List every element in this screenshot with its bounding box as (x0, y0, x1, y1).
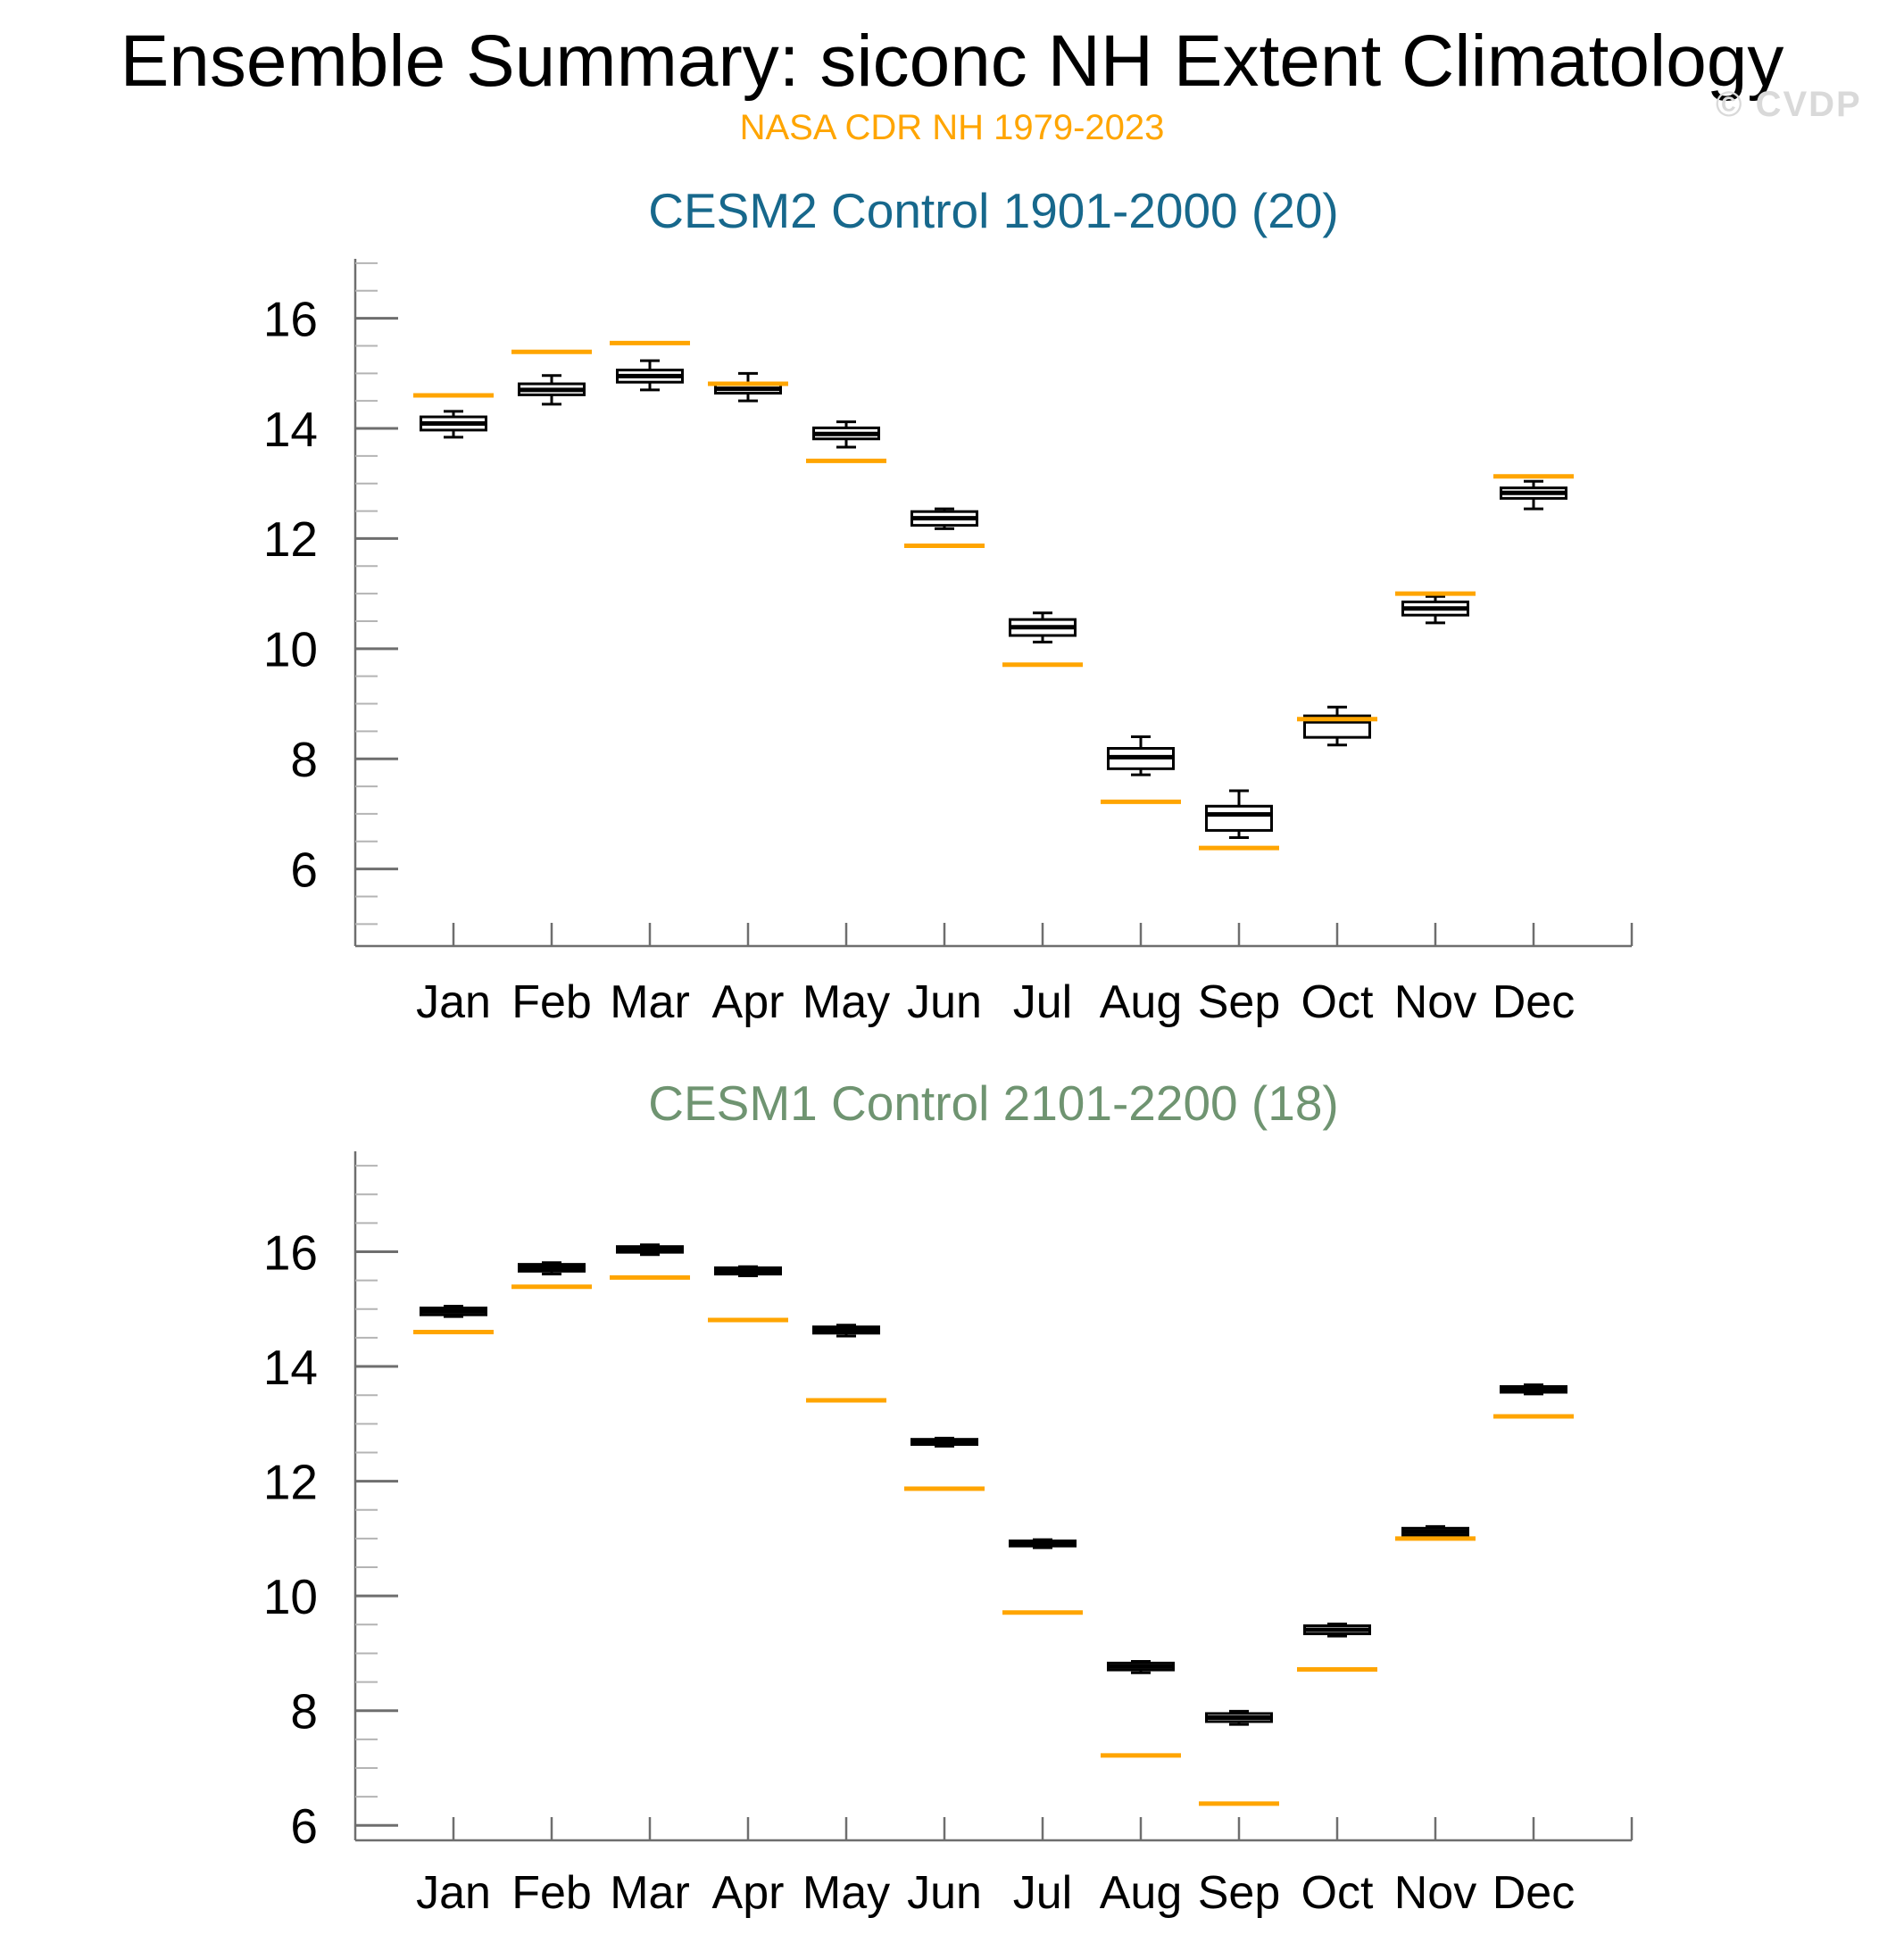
boxplot-nov-panel1 (1401, 594, 1469, 625)
x-tick-label-dec: Dec (1492, 976, 1575, 1028)
boxplot-sep-panel1 (1205, 789, 1273, 839)
x-tick-label-apr: Apr (712, 976, 785, 1028)
x-tick-label-feb: Feb (511, 1867, 592, 1919)
x-tick-label-nov: Nov (1394, 1867, 1476, 1919)
boxplot-jun-panel2 (910, 1436, 978, 1448)
x-tick-label-jul: Jul (1013, 976, 1072, 1028)
boxplot-jan-panel1 (420, 410, 487, 439)
obs-dataset-subtitle: NASA CDR NH 1979-2023 (739, 108, 1165, 147)
y-tick-label-16: 16 (263, 291, 318, 346)
panel-title-cesm1-control: CESM1 Control 2101-2200 (18) (648, 1075, 1339, 1131)
y-tick-label-12: 12 (263, 1454, 318, 1509)
y-tick-label-6: 6 (290, 1798, 318, 1854)
boxplot-nov-panel2 (1401, 1524, 1469, 1540)
boxplot-may-panel2 (812, 1324, 880, 1338)
boxplot-mar-panel1 (616, 359, 684, 392)
x-tick-label-mar: Mar (610, 976, 690, 1028)
x-tick-label-jun: Jun (907, 976, 982, 1028)
x-tick-label-jan: Jan (416, 1867, 491, 1919)
figure-title: Ensemble Summary: siconc NH Extent Clima… (120, 21, 1784, 102)
y-tick-label-16: 16 (263, 1225, 318, 1280)
panel-title-cesm2-control: CESM2 Control 1901-2000 (20) (648, 183, 1339, 238)
boxplot-apr-panel2 (714, 1265, 782, 1277)
iqr-box (1205, 804, 1273, 832)
boxplot-oct-panel2 (1303, 1623, 1371, 1638)
x-tick-label-sep: Sep (1198, 1867, 1281, 1919)
boxplot-dec-panel1 (1500, 479, 1567, 511)
x-tick-label-dec: Dec (1492, 1867, 1575, 1919)
x-tick-label-jan: Jan (416, 976, 491, 1028)
boxplot-sep-panel2 (1205, 1709, 1273, 1726)
boxplot-apr-panel1 (714, 371, 782, 403)
x-tick-label-apr: Apr (712, 1867, 785, 1919)
x-tick-label-jun: Jun (907, 1867, 982, 1919)
y-tick-label-6: 6 (290, 842, 318, 897)
boxplot-feb-panel1 (518, 374, 586, 406)
y-tick-label-14: 14 (263, 1340, 318, 1395)
x-tick-label-oct: Oct (1301, 1867, 1374, 1919)
boxplot-jul-panel1 (1009, 611, 1077, 643)
x-tick-label-mar: Mar (610, 1867, 690, 1919)
x-tick-label-may: May (802, 1867, 890, 1919)
y-tick-label-10: 10 (263, 622, 318, 677)
x-tick-label-nov: Nov (1394, 976, 1476, 1028)
boxplot-aug-panel2 (1107, 1659, 1175, 1674)
boxplot-may-panel1 (812, 420, 880, 449)
x-tick-label-aug: Aug (1100, 976, 1183, 1028)
y-tick-label-8: 8 (290, 1684, 318, 1739)
y-tick-label-10: 10 (263, 1569, 318, 1624)
boxplot-feb-panel2 (518, 1261, 586, 1276)
x-tick-label-jul: Jul (1013, 1867, 1072, 1919)
boxplot-jan-panel2 (420, 1305, 487, 1318)
x-tick-label-aug: Aug (1100, 1867, 1183, 1919)
y-tick-label-12: 12 (263, 511, 318, 567)
boxplot-aug-panel1 (1107, 735, 1175, 776)
boxplot-jul-panel2 (1009, 1538, 1077, 1549)
y-tick-label-14: 14 (263, 402, 318, 457)
boxplot-dec-panel2 (1500, 1383, 1567, 1396)
y-tick-label-8: 8 (290, 732, 318, 787)
x-tick-label-may: May (802, 976, 890, 1028)
boxplot-oct-panel1 (1303, 705, 1371, 747)
boxplot-mar-panel2 (616, 1243, 684, 1257)
x-tick-label-oct: Oct (1301, 976, 1374, 1028)
cvdp-watermark: © CVDP (1716, 85, 1862, 124)
x-tick-label-sep: Sep (1198, 976, 1281, 1028)
boxplot-jun-panel1 (910, 507, 978, 530)
x-tick-label-feb: Feb (511, 976, 592, 1028)
